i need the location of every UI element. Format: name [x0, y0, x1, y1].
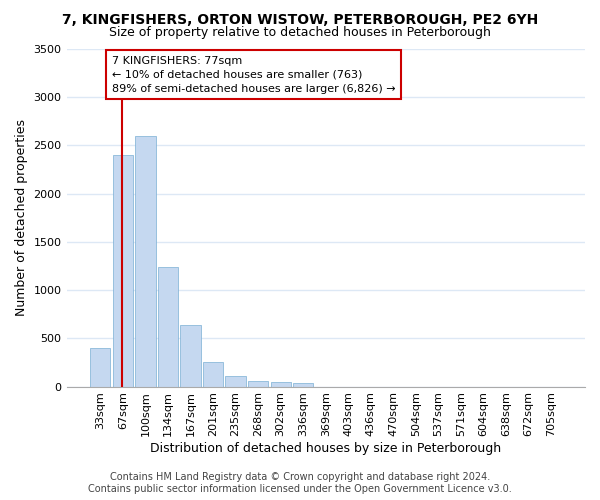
Bar	[248, 382, 268, 386]
Text: 7 KINGFISHERS: 77sqm
← 10% of detached houses are smaller (763)
89% of semi-deta: 7 KINGFISHERS: 77sqm ← 10% of detached h…	[112, 56, 395, 94]
Bar	[226, 376, 246, 386]
Bar	[293, 383, 313, 386]
Bar	[158, 267, 178, 386]
Bar	[113, 155, 133, 386]
Bar	[90, 348, 110, 387]
Bar	[181, 325, 200, 386]
Text: 7, KINGFISHERS, ORTON WISTOW, PETERBOROUGH, PE2 6YH: 7, KINGFISHERS, ORTON WISTOW, PETERBOROU…	[62, 12, 538, 26]
Bar	[135, 136, 155, 386]
X-axis label: Distribution of detached houses by size in Peterborough: Distribution of detached houses by size …	[150, 442, 502, 455]
Y-axis label: Number of detached properties: Number of detached properties	[15, 120, 28, 316]
Bar	[203, 362, 223, 386]
Text: Contains HM Land Registry data © Crown copyright and database right 2024.
Contai: Contains HM Land Registry data © Crown c…	[88, 472, 512, 494]
Bar	[271, 382, 291, 386]
Text: Size of property relative to detached houses in Peterborough: Size of property relative to detached ho…	[109, 26, 491, 39]
